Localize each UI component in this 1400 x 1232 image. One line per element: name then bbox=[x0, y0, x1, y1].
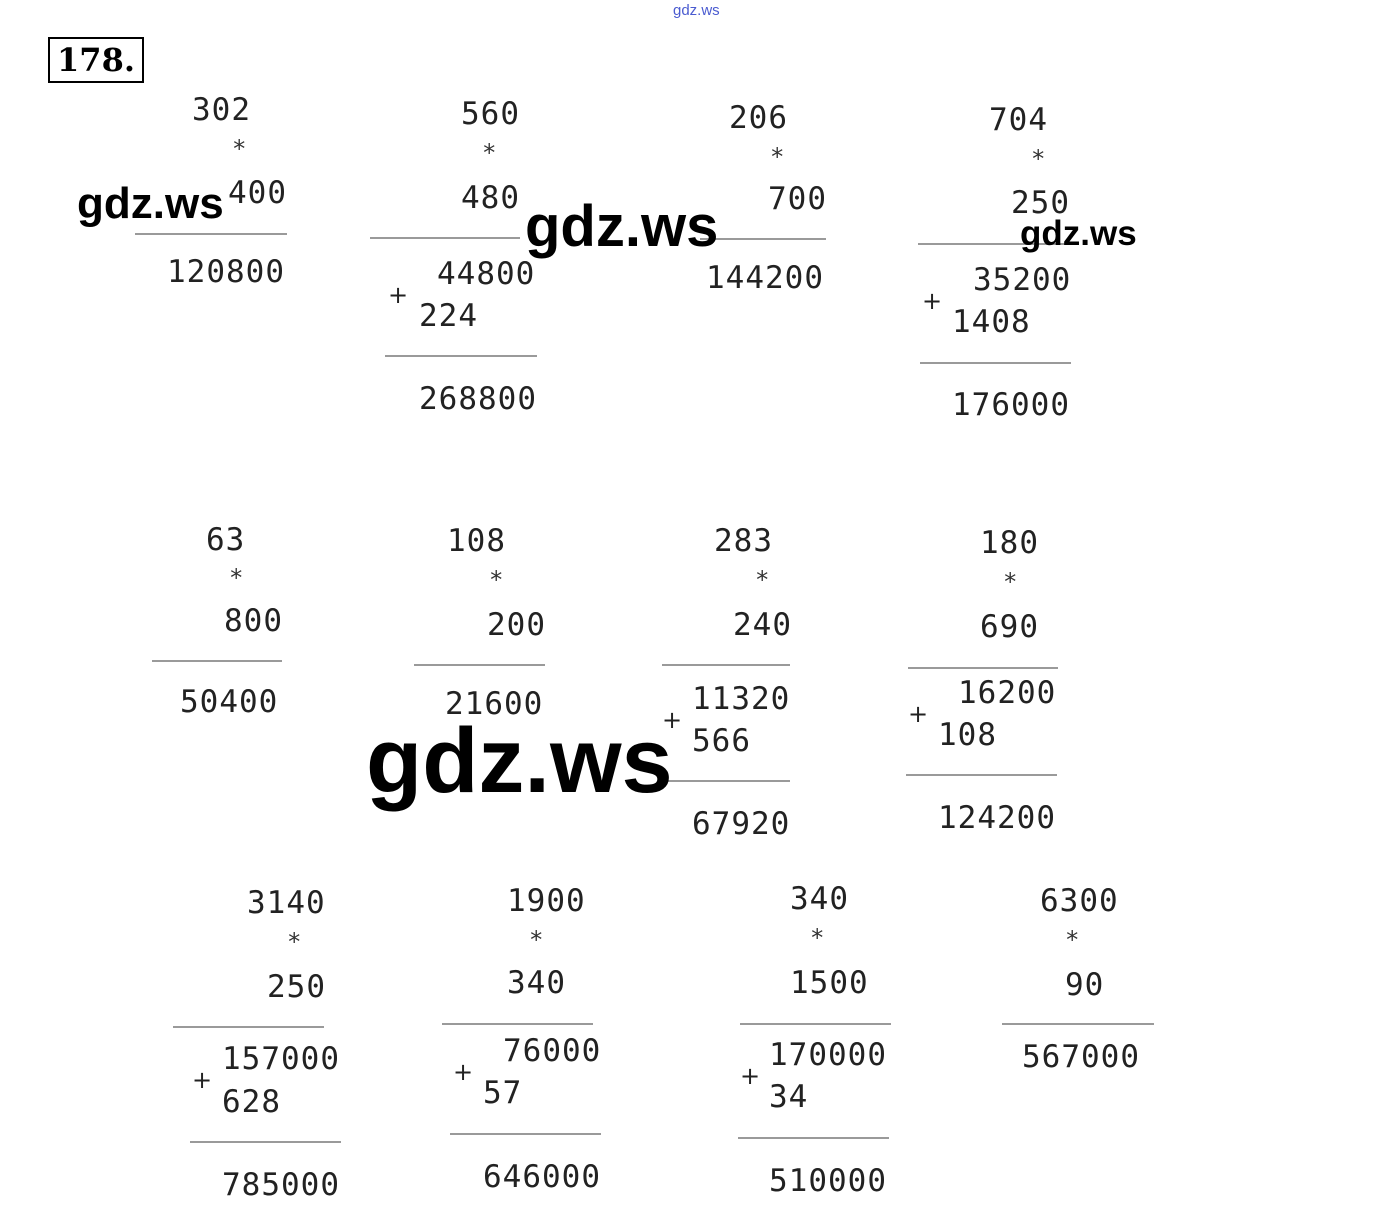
product-result: 124200 bbox=[938, 800, 1056, 836]
multiplier: 90 bbox=[1065, 967, 1105, 1003]
product-result: 510000 bbox=[769, 1163, 887, 1199]
multiplicand: 180 bbox=[980, 525, 1039, 561]
partial-product: 1408 bbox=[952, 304, 1031, 340]
multiplicand: 63 bbox=[206, 522, 246, 558]
watermark: gdz.ws bbox=[366, 710, 673, 812]
product-result: 67920 bbox=[692, 806, 791, 842]
divider-line bbox=[1002, 1023, 1154, 1025]
partial-product: 76000 bbox=[503, 1033, 602, 1069]
multiplicand: 1900 bbox=[507, 883, 586, 919]
divider-line bbox=[920, 362, 1071, 364]
multiplier: 200 bbox=[487, 607, 546, 643]
product-result: 785000 bbox=[222, 1167, 340, 1203]
multiplier: 1500 bbox=[790, 965, 869, 1001]
multiplier: 400 bbox=[228, 175, 287, 211]
partial-product: 44800 bbox=[437, 256, 536, 292]
partial-product: 628 bbox=[222, 1084, 281, 1120]
divider-line bbox=[740, 1023, 891, 1025]
divider-line bbox=[135, 233, 287, 235]
multiplier: 340 bbox=[507, 965, 566, 1001]
plus-sign: + bbox=[192, 1066, 213, 1094]
multiplier: 700 bbox=[768, 181, 827, 217]
plus-sign: + bbox=[922, 287, 943, 315]
multiplicand: 206 bbox=[729, 100, 788, 136]
divider-line bbox=[370, 237, 520, 239]
multiply-sign: * bbox=[529, 926, 544, 954]
partial-product: 16200 bbox=[958, 675, 1057, 711]
multiplicand: 283 bbox=[714, 523, 773, 559]
multiply-sign: * bbox=[1065, 926, 1080, 954]
watermark: gdz.ws bbox=[77, 179, 224, 228]
watermark: gdz.ws bbox=[525, 194, 719, 259]
divider-line bbox=[450, 1133, 601, 1135]
watermark: gdz.ws bbox=[1020, 214, 1137, 253]
multiply-sign: * bbox=[489, 566, 504, 594]
multiplier: 480 bbox=[461, 180, 520, 216]
product-result: 646000 bbox=[483, 1159, 601, 1195]
multiply-sign: * bbox=[482, 139, 497, 167]
top-watermark: gdz.ws bbox=[673, 2, 720, 19]
multiplicand: 704 bbox=[989, 102, 1048, 138]
multiplicand: 108 bbox=[447, 523, 506, 559]
divider-line bbox=[700, 238, 826, 240]
divider-line bbox=[906, 774, 1057, 776]
product-result: 176000 bbox=[952, 387, 1070, 423]
divider-line bbox=[385, 355, 537, 357]
partial-product: 566 bbox=[692, 723, 751, 759]
multiply-sign: * bbox=[770, 143, 785, 171]
multiply-sign: * bbox=[287, 928, 302, 956]
divider-line bbox=[918, 243, 1070, 245]
partial-product: 34 bbox=[769, 1079, 809, 1115]
multiplicand: 560 bbox=[461, 96, 520, 132]
multiplier: 240 bbox=[733, 607, 792, 643]
divider-line bbox=[442, 1023, 593, 1025]
product-result: 21600 bbox=[445, 686, 544, 722]
multiplier: 250 bbox=[267, 969, 326, 1005]
product-result: 567000 bbox=[1022, 1039, 1140, 1075]
multiplicand: 6300 bbox=[1040, 883, 1119, 919]
plus-sign: + bbox=[662, 706, 683, 734]
multiplicand: 3140 bbox=[247, 885, 326, 921]
divider-line bbox=[908, 667, 1058, 669]
divider-line bbox=[660, 780, 790, 782]
partial-product: 11320 bbox=[692, 681, 791, 717]
multiply-sign: * bbox=[810, 924, 825, 952]
plus-sign: + bbox=[740, 1062, 761, 1090]
multiplicand: 340 bbox=[790, 881, 849, 917]
divider-line bbox=[414, 664, 545, 666]
multiply-sign: * bbox=[229, 564, 244, 592]
product-result: 120800 bbox=[167, 254, 285, 290]
multiply-sign: * bbox=[1003, 568, 1018, 596]
multiply-sign: * bbox=[755, 566, 770, 594]
plus-sign: + bbox=[908, 700, 929, 728]
divider-line bbox=[662, 664, 790, 666]
partial-product: 35200 bbox=[973, 262, 1072, 298]
partial-product: 170000 bbox=[769, 1037, 887, 1073]
divider-line bbox=[173, 1026, 324, 1028]
partial-product: 157000 bbox=[222, 1041, 340, 1077]
product-result: 50400 bbox=[180, 684, 279, 720]
partial-product: 57 bbox=[483, 1075, 523, 1111]
multiplicand: 302 bbox=[192, 92, 251, 128]
multiply-sign: * bbox=[232, 135, 247, 163]
multiply-sign: * bbox=[1031, 145, 1046, 173]
plus-sign: + bbox=[388, 281, 409, 309]
divider-line bbox=[190, 1141, 341, 1143]
divider-line bbox=[738, 1137, 889, 1139]
multiplier: 250 bbox=[1011, 185, 1070, 221]
exercise-number: 178. bbox=[48, 37, 144, 83]
partial-product: 108 bbox=[938, 717, 997, 753]
product-result: 144200 bbox=[706, 260, 824, 296]
partial-product: 224 bbox=[419, 298, 478, 334]
product-result: 268800 bbox=[419, 381, 537, 417]
multiplier: 690 bbox=[980, 609, 1039, 645]
divider-line bbox=[152, 660, 282, 662]
multiplier: 800 bbox=[224, 603, 283, 639]
plus-sign: + bbox=[453, 1058, 474, 1086]
